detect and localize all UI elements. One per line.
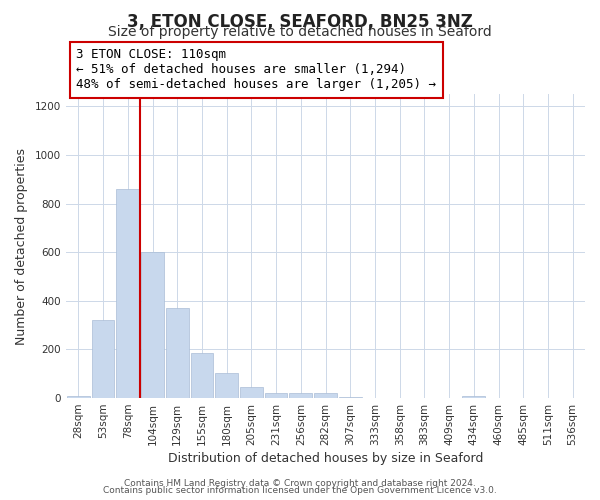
Bar — [141, 252, 164, 398]
Text: Size of property relative to detached houses in Seaford: Size of property relative to detached ho… — [108, 25, 492, 39]
Bar — [116, 189, 139, 398]
X-axis label: Distribution of detached houses by size in Seaford: Distribution of detached houses by size … — [168, 452, 483, 465]
Text: 3 ETON CLOSE: 110sqm
← 51% of detached houses are smaller (1,294)
48% of semi-de: 3 ETON CLOSE: 110sqm ← 51% of detached h… — [76, 48, 436, 92]
Bar — [289, 393, 312, 398]
Bar — [191, 353, 214, 398]
Bar — [314, 393, 337, 398]
Bar — [240, 387, 263, 398]
Bar — [92, 320, 115, 398]
Y-axis label: Number of detached properties: Number of detached properties — [15, 148, 28, 344]
Text: Contains HM Land Registry data © Crown copyright and database right 2024.: Contains HM Land Registry data © Crown c… — [124, 478, 476, 488]
Bar — [166, 308, 188, 398]
Bar — [215, 372, 238, 398]
Bar — [339, 397, 362, 398]
Bar — [463, 396, 485, 398]
Text: Contains public sector information licensed under the Open Government Licence v3: Contains public sector information licen… — [103, 486, 497, 495]
Text: 3, ETON CLOSE, SEAFORD, BN25 3NZ: 3, ETON CLOSE, SEAFORD, BN25 3NZ — [127, 12, 473, 30]
Bar — [67, 396, 90, 398]
Bar — [265, 393, 287, 398]
